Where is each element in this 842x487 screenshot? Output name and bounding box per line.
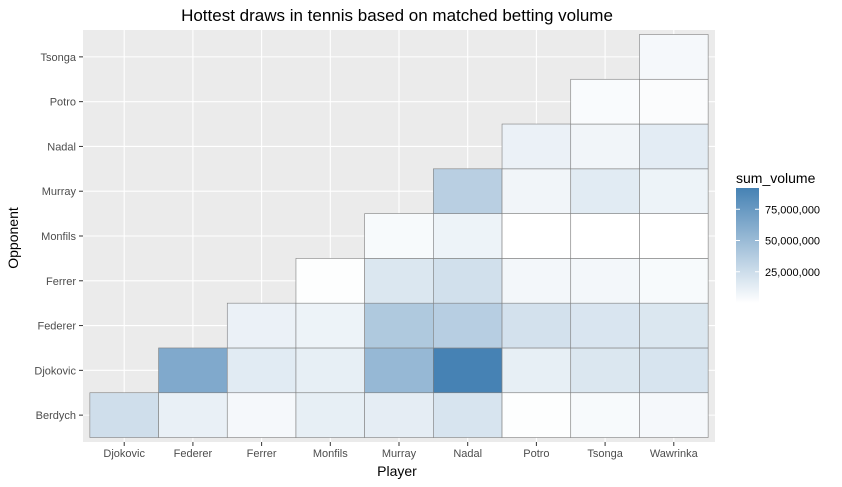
x-tick-label-djokovic: Djokovic: [103, 448, 145, 460]
x-tick-label-tsonga: Tsonga: [587, 448, 623, 460]
heatmap-cell-potro-vs-federer: [501, 302, 572, 349]
heatmap-cell-murray-vs-federer: [364, 302, 434, 349]
x-tick-label-wawrinka: Wawrinka: [650, 448, 699, 460]
heatmap-cell-tsonga-vs-federer: [570, 302, 640, 349]
heatmap-cell-potro-vs-ferrer: [501, 258, 572, 304]
heatmap-cell-tsonga-vs-nadal: [570, 123, 640, 170]
heatmap-cell-potro-vs-murray: [501, 168, 572, 214]
heatmap-cell-wawrinka-vs-monfils: [639, 213, 709, 259]
legend-label: 25,000,000: [765, 267, 820, 279]
legend-colorbar: [736, 188, 759, 303]
heatmap-cell-murray-vs-berdych: [364, 392, 434, 438]
heatmap-cell-djokovic-vs-berdych: [89, 392, 159, 438]
heatmap-cell-wawrinka-vs-federer: [639, 302, 709, 349]
y-tick-label-tsonga: Tsonga: [41, 52, 77, 64]
heatmap-cell-ferrer-vs-djokovic: [226, 347, 297, 394]
heatmap-cell-ferrer-vs-berdych: [226, 392, 297, 438]
heatmap-cell-tsonga-vs-murray: [570, 168, 640, 214]
heatmap-cell-monfils-vs-berdych: [295, 392, 365, 438]
y-tick-label-murray: Murray: [42, 186, 77, 198]
x-axis-title: Player: [377, 463, 417, 479]
legend-label: 75,000,000: [765, 204, 820, 216]
heatmap-cell-tsonga-vs-ferrer: [570, 258, 640, 304]
x-tick-label-monfils: Monfils: [313, 448, 348, 460]
heatmap-cell-tsonga-vs-djokovic: [570, 347, 640, 394]
heatmap-cell-monfils-vs-djokovic: [295, 347, 365, 394]
heatmap-cell-wawrinka-vs-potro: [639, 78, 709, 125]
y-tick-label-ferrer: Ferrer: [46, 276, 76, 288]
heatmap-cell-federer-vs-berdych: [158, 392, 228, 438]
heatmap-cell-murray-vs-ferrer: [364, 258, 434, 304]
heatmap-cell-tsonga-vs-berdych: [570, 392, 640, 438]
heatmap-cell-nadal-vs-monfils: [433, 213, 503, 259]
heatmap-cell-wawrinka-vs-berdych: [639, 392, 709, 438]
heatmap-cell-tsonga-vs-potro: [570, 78, 640, 125]
heatmap-cell-murray-vs-djokovic: [364, 347, 434, 394]
heatmap-cell-monfils-vs-ferrer: [295, 258, 365, 304]
y-tick-label-federer: Federer: [37, 321, 76, 333]
heatmap-cell-nadal-vs-djokovic: [433, 347, 503, 394]
heatmap-cell-potro-vs-monfils: [501, 213, 572, 259]
heatmap-cell-ferrer-vs-federer: [226, 302, 297, 349]
heatmap-cell-nadal-vs-murray: [433, 168, 503, 214]
legend: sum_volume 25,000,000 50,000,000 75,000,00…: [736, 170, 820, 303]
x-tick-label-federer: Federer: [174, 448, 213, 460]
heatmap-cell-potro-vs-nadal: [501, 123, 572, 170]
heatmap-cells: [89, 34, 709, 438]
y-tick-label-berdych: Berdych: [36, 410, 76, 422]
heatmap-cell-nadal-vs-federer: [433, 302, 503, 349]
y-axis-title: Opponent: [5, 207, 21, 269]
heatmap-cell-wawrinka-vs-murray: [639, 168, 709, 214]
heatmap-cell-wawrinka-vs-djokovic: [639, 347, 709, 394]
chart-title: Hottest draws in tennis based on matched…: [181, 6, 613, 25]
heatmap-cell-tsonga-vs-monfils: [570, 213, 640, 259]
heatmap-cell-wawrinka-vs-tsonga: [639, 34, 709, 80]
heatmap-cell-nadal-vs-berdych: [433, 392, 503, 438]
heatmap-cell-monfils-vs-federer: [295, 302, 365, 349]
y-axis: Berdych Djokovic Federer Ferrer Monfils Murra…: [34, 52, 83, 422]
heatmap-cell-murray-vs-monfils: [364, 213, 434, 259]
y-tick-label-potro: Potro: [50, 97, 76, 109]
x-axis: Djokovic Federer Ferrer Monfils Murray Nadal P…: [103, 442, 699, 460]
legend-breaks: 25,000,000 50,000,000 75,000,000: [736, 204, 820, 279]
legend-label: 50,000,000: [765, 236, 820, 248]
y-tick-label-djokovic: Djokovic: [34, 365, 76, 377]
x-tick-label-ferrer: Ferrer: [247, 448, 277, 460]
y-tick-label-monfils: Monfils: [41, 231, 76, 243]
heatmap-cell-wawrinka-vs-nadal: [639, 123, 709, 170]
legend-title: sum_volume: [736, 170, 816, 186]
y-tick-label-nadal: Nadal: [47, 141, 76, 153]
heatmap-cell-nadal-vs-ferrer: [433, 258, 503, 304]
heatmap-cell-potro-vs-djokovic: [501, 347, 572, 394]
heatmap-cell-wawrinka-vs-ferrer: [639, 258, 709, 304]
heatmap-cell-federer-vs-djokovic: [158, 347, 228, 394]
x-tick-label-potro: Potro: [523, 448, 549, 460]
heatmap-cell-potro-vs-berdych: [501, 392, 572, 438]
x-tick-label-nadal: Nadal: [453, 448, 482, 460]
x-tick-label-murray: Murray: [382, 448, 417, 460]
